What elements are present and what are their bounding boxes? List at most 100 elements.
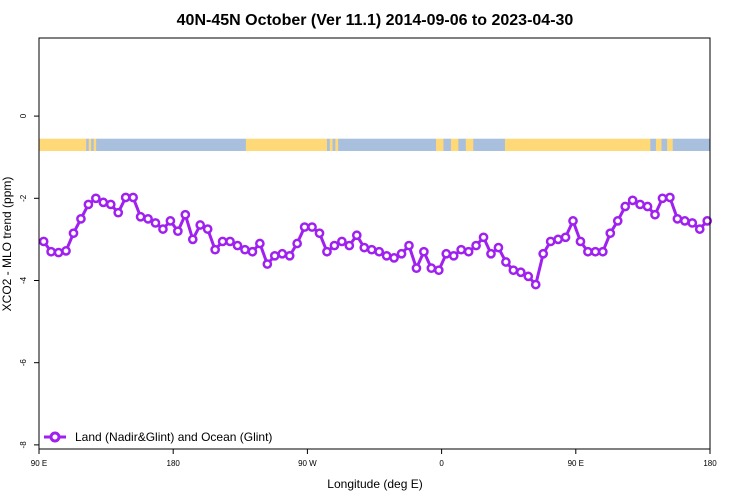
data-point — [374, 246, 385, 257]
x-axis-label: Longitude (deg E) — [327, 477, 422, 491]
data-point — [120, 192, 131, 203]
band-segment-mixed — [324, 138, 328, 152]
legend-marker — [49, 431, 61, 443]
data-point — [389, 253, 399, 263]
data-point — [46, 246, 56, 257]
band-segment-ocean — [340, 138, 437, 152]
data-point — [687, 218, 698, 228]
band-segment-mixed — [93, 138, 97, 152]
data-point — [217, 236, 228, 247]
data-point — [225, 236, 235, 247]
data-point — [486, 248, 496, 259]
data-point — [322, 246, 332, 257]
data-point — [568, 216, 578, 226]
data-point — [329, 240, 340, 251]
band-segment-mixed — [436, 138, 444, 152]
data-point — [158, 224, 168, 234]
data-point — [508, 265, 519, 276]
x-tick-label: 180 — [703, 459, 717, 468]
band-segment-land — [521, 138, 616, 152]
data-point — [635, 199, 645, 210]
data-point — [247, 246, 258, 257]
y-tick-label: 0 — [19, 113, 28, 118]
data-point — [150, 218, 161, 228]
y-tick-label: -4 — [19, 276, 28, 284]
data-point — [456, 244, 467, 255]
data-point — [515, 267, 526, 278]
data-point — [337, 236, 347, 247]
data-point — [642, 201, 653, 212]
series-layer — [38, 192, 713, 290]
data-point — [202, 224, 213, 234]
band-segment-mixed — [644, 138, 651, 152]
data-point — [679, 216, 690, 226]
data-point — [187, 234, 198, 245]
data-point — [210, 244, 220, 255]
data-point — [76, 213, 86, 224]
data-point — [530, 279, 541, 290]
y-tick-label: -8 — [19, 441, 28, 449]
data-point — [575, 236, 586, 247]
data-point — [553, 234, 563, 245]
data-point — [128, 192, 138, 203]
data-point — [262, 259, 273, 269]
data-point — [463, 246, 474, 257]
band-segment-mixed — [83, 138, 87, 152]
band-segment-mixed — [450, 138, 459, 152]
band-segment-mixed — [96, 138, 100, 152]
legend-label: Land (Nadir&Glint) and Ocean (Glint) — [75, 430, 272, 444]
data-point — [232, 240, 243, 251]
band-segment-mixed — [332, 138, 336, 152]
band-segment-mixed — [458, 138, 467, 152]
data-point — [627, 195, 638, 206]
data-point — [501, 257, 511, 267]
data-point — [255, 238, 265, 249]
band-segment-mixed — [91, 138, 95, 152]
data-point — [38, 236, 49, 247]
data-point — [292, 238, 302, 249]
data-point — [113, 207, 124, 218]
band-segment-mixed — [655, 138, 663, 152]
data-point — [240, 244, 250, 255]
data-point — [538, 248, 549, 259]
surface-band — [39, 138, 711, 152]
band-segment-land — [245, 138, 325, 152]
data-point — [560, 232, 571, 243]
data-point — [665, 192, 675, 203]
x-tick-label: 90 E — [568, 459, 584, 468]
data-point — [471, 240, 481, 251]
y-tick-label: -2 — [19, 194, 28, 202]
data-point — [61, 246, 71, 256]
data-point — [269, 250, 280, 261]
data-point — [381, 250, 392, 261]
band-segment-mixed — [473, 138, 482, 152]
data-point — [583, 246, 593, 257]
band-segment-mixed — [661, 138, 668, 152]
data-point — [597, 246, 608, 257]
data-point — [605, 228, 616, 239]
data-point — [90, 193, 101, 204]
data-point — [307, 222, 317, 232]
data-point — [545, 236, 556, 247]
band-segment-mixed — [88, 138, 92, 152]
data-point — [620, 201, 631, 212]
data-point — [53, 247, 64, 258]
data-point — [702, 216, 713, 226]
data-point — [135, 211, 146, 222]
data-point — [359, 242, 370, 253]
x-axis: 90 E 180 90 W 0 90 E 180 — [31, 449, 717, 468]
data-point — [83, 199, 94, 210]
data-point — [411, 263, 422, 274]
data-point — [143, 213, 153, 224]
band-segment-mixed — [672, 138, 679, 152]
chart-title: 40N-45N October (Ver 11.1) 2014-09-06 to… — [177, 12, 574, 29]
band-segment-land — [614, 138, 646, 152]
band-segment-land — [39, 138, 85, 152]
data-point — [366, 244, 377, 255]
data-point — [351, 230, 362, 241]
band-segment-mixed — [335, 138, 339, 152]
band-segment-ocean — [480, 138, 506, 152]
band-segment-mixed — [326, 138, 331, 152]
band-segment-mixed — [329, 138, 334, 152]
